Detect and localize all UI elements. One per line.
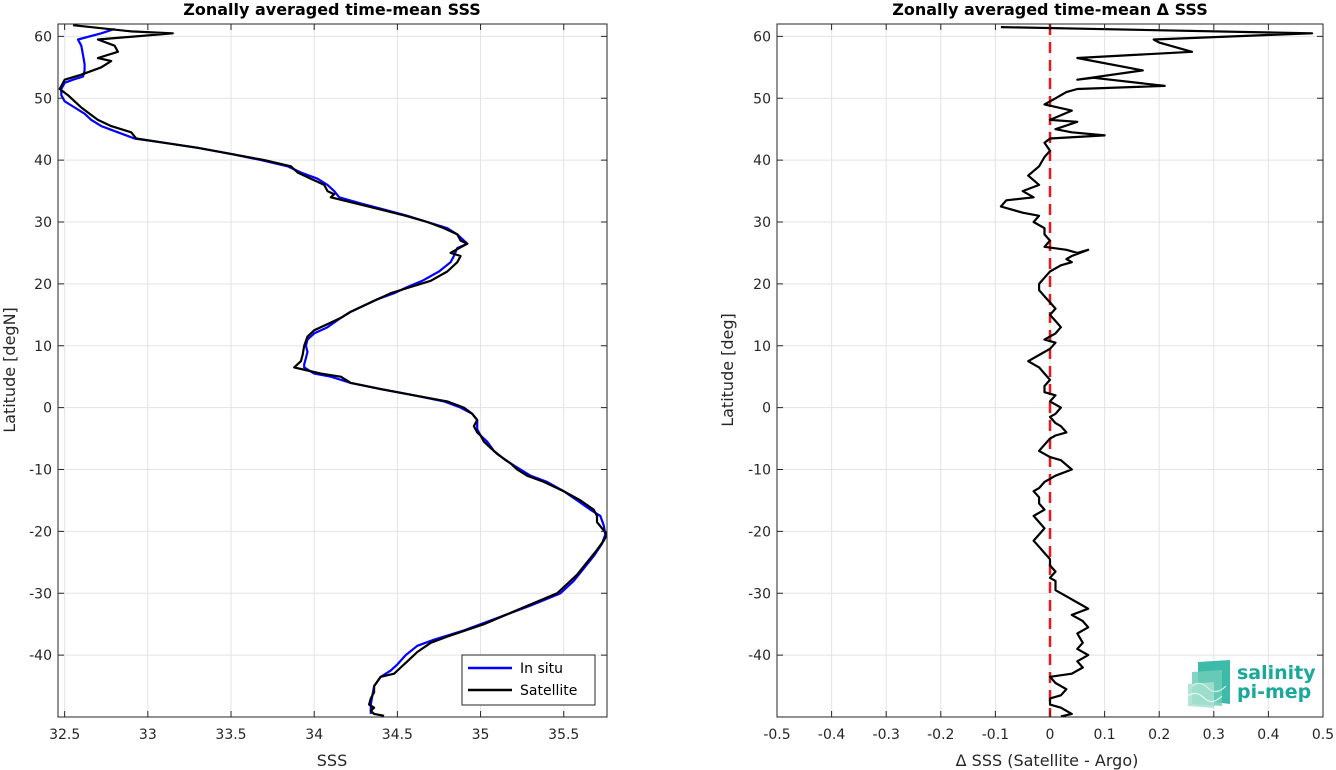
left-y-tick-label: 10 <box>34 339 52 355</box>
left-y-axis-label: Latitude [degN] <box>0 307 19 433</box>
salinity-pi-mep-logo: salinity pi-mep <box>1187 660 1316 708</box>
legend-label-satellite: Satellite <box>520 683 577 699</box>
left-x-tick-label: 33 <box>139 727 157 743</box>
left-chart-title: Zonally averaged time-mean SSS <box>183 0 481 19</box>
legend: In situ Satellite <box>461 654 596 706</box>
left-x-tick-label: 35.5 <box>548 727 579 743</box>
right-y-tick-label: -40 <box>748 648 771 664</box>
right-y-tick-label: -20 <box>748 524 771 540</box>
right-y-axis-label: Latitude [deg] <box>718 313 737 427</box>
right-series-group <box>999 24 1314 717</box>
right-panel-delta-sss: Zonally averaged time-mean Δ SSS -0.5 -0.… <box>718 0 1334 770</box>
left-y-tick-label: 50 <box>34 91 52 107</box>
left-x-tick-label: 34 <box>305 727 323 743</box>
right-y-tick-label: 0 <box>762 401 771 417</box>
right-y-ticks: -40 -30 -20 -10 0 10 20 30 40 50 60 <box>748 29 1323 664</box>
right-chart-title: Zonally averaged time-mean Δ SSS <box>892 0 1208 19</box>
wave-icon <box>1187 660 1230 708</box>
left-x-tick-label: 32.5 <box>49 727 80 743</box>
left-grid <box>58 24 607 717</box>
right-x-tick-label: 0.5 <box>1312 727 1334 743</box>
right-y-tick-label: -10 <box>748 463 771 479</box>
right-y-tick-label: 60 <box>753 29 771 45</box>
right-y-tick-label: 30 <box>753 215 771 231</box>
left-y-tick-label: 40 <box>34 153 52 169</box>
left-y-tick-label: -10 <box>29 463 52 479</box>
right-y-tick-label: -30 <box>748 586 771 602</box>
left-x-axis-label: SSS <box>317 751 347 770</box>
left-y-ticks: -40 -30 -20 -10 0 10 20 30 40 50 60 <box>29 29 607 664</box>
right-x-tick-label: 0 <box>1046 727 1055 743</box>
left-y-tick-label: 0 <box>43 401 52 417</box>
right-x-tick-label: -0.4 <box>818 727 845 743</box>
right-x-tick-label: -0.3 <box>873 727 900 743</box>
left-series-line-satellite <box>58 24 607 717</box>
logo-text-salinity: salinity <box>1237 662 1316 684</box>
right-x-tick-label: 0.1 <box>1093 727 1115 743</box>
right-y-tick-label: 20 <box>753 277 771 293</box>
left-x-tick-label: 33.5 <box>215 727 246 743</box>
left-y-tick-label: -20 <box>29 524 52 540</box>
left-x-tick-label: 35 <box>472 727 490 743</box>
right-y-tick-label: 40 <box>753 153 771 169</box>
right-x-tick-label: -0.2 <box>927 727 954 743</box>
left-y-tick-label: -30 <box>29 586 52 602</box>
right-y-tick-label: 10 <box>753 339 771 355</box>
right-y-tick-label: 50 <box>753 91 771 107</box>
right-x-tick-label: -0.1 <box>982 727 1009 743</box>
left-y-tick-label: -40 <box>29 648 52 664</box>
left-y-tick-label: 20 <box>34 277 52 293</box>
legend-box <box>461 654 596 706</box>
left-series-line-in-situ <box>60 27 607 714</box>
right-x-axis-label: Δ SSS (Satellite - Argo) <box>956 751 1139 770</box>
legend-label-in-situ: In situ <box>520 661 563 677</box>
left-axes-box <box>57 23 608 718</box>
left-y-tick-label: 60 <box>34 29 52 45</box>
right-x-tick-label: 0.3 <box>1203 727 1225 743</box>
right-x-tick-label: 0.2 <box>1148 727 1170 743</box>
right-x-tick-label: 0.4 <box>1257 727 1279 743</box>
right-series-line-delta-sss <box>999 26 1314 717</box>
left-panel-sss: Zonally averaged time-mean SSS 32.5 33 33.… <box>0 0 608 770</box>
left-x-ticks: 32.5 33 33.5 34 34.5 35 35.5 <box>49 24 579 743</box>
right-x-tick-label: -0.5 <box>763 727 790 743</box>
left-series-group <box>58 24 607 717</box>
logo-text-pi-mep: pi-mep <box>1237 681 1311 703</box>
left-y-tick-label: 30 <box>34 215 52 231</box>
right-x-ticks: -0.5 -0.4 -0.3 -0.2 -0.1 0 0.1 0.2 0.3 0.4 0.5 <box>763 24 1334 743</box>
left-x-tick-label: 34.5 <box>382 727 413 743</box>
